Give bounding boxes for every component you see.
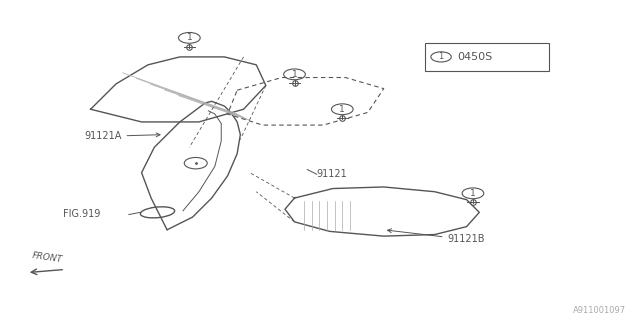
Text: 0450S: 0450S [457, 52, 492, 62]
Text: 1: 1 [292, 70, 298, 79]
Text: 1: 1 [470, 189, 476, 198]
Text: FRONT: FRONT [31, 252, 63, 265]
Text: 1: 1 [186, 33, 192, 42]
Text: A911001097: A911001097 [573, 307, 626, 316]
Text: 91121: 91121 [317, 169, 348, 179]
Text: 1: 1 [438, 52, 444, 61]
FancyBboxPatch shape [425, 43, 549, 71]
Text: 1: 1 [339, 105, 345, 114]
Text: 91121B: 91121B [388, 229, 485, 244]
Text: FIG.919: FIG.919 [63, 209, 100, 219]
Text: 91121A: 91121A [84, 132, 160, 141]
